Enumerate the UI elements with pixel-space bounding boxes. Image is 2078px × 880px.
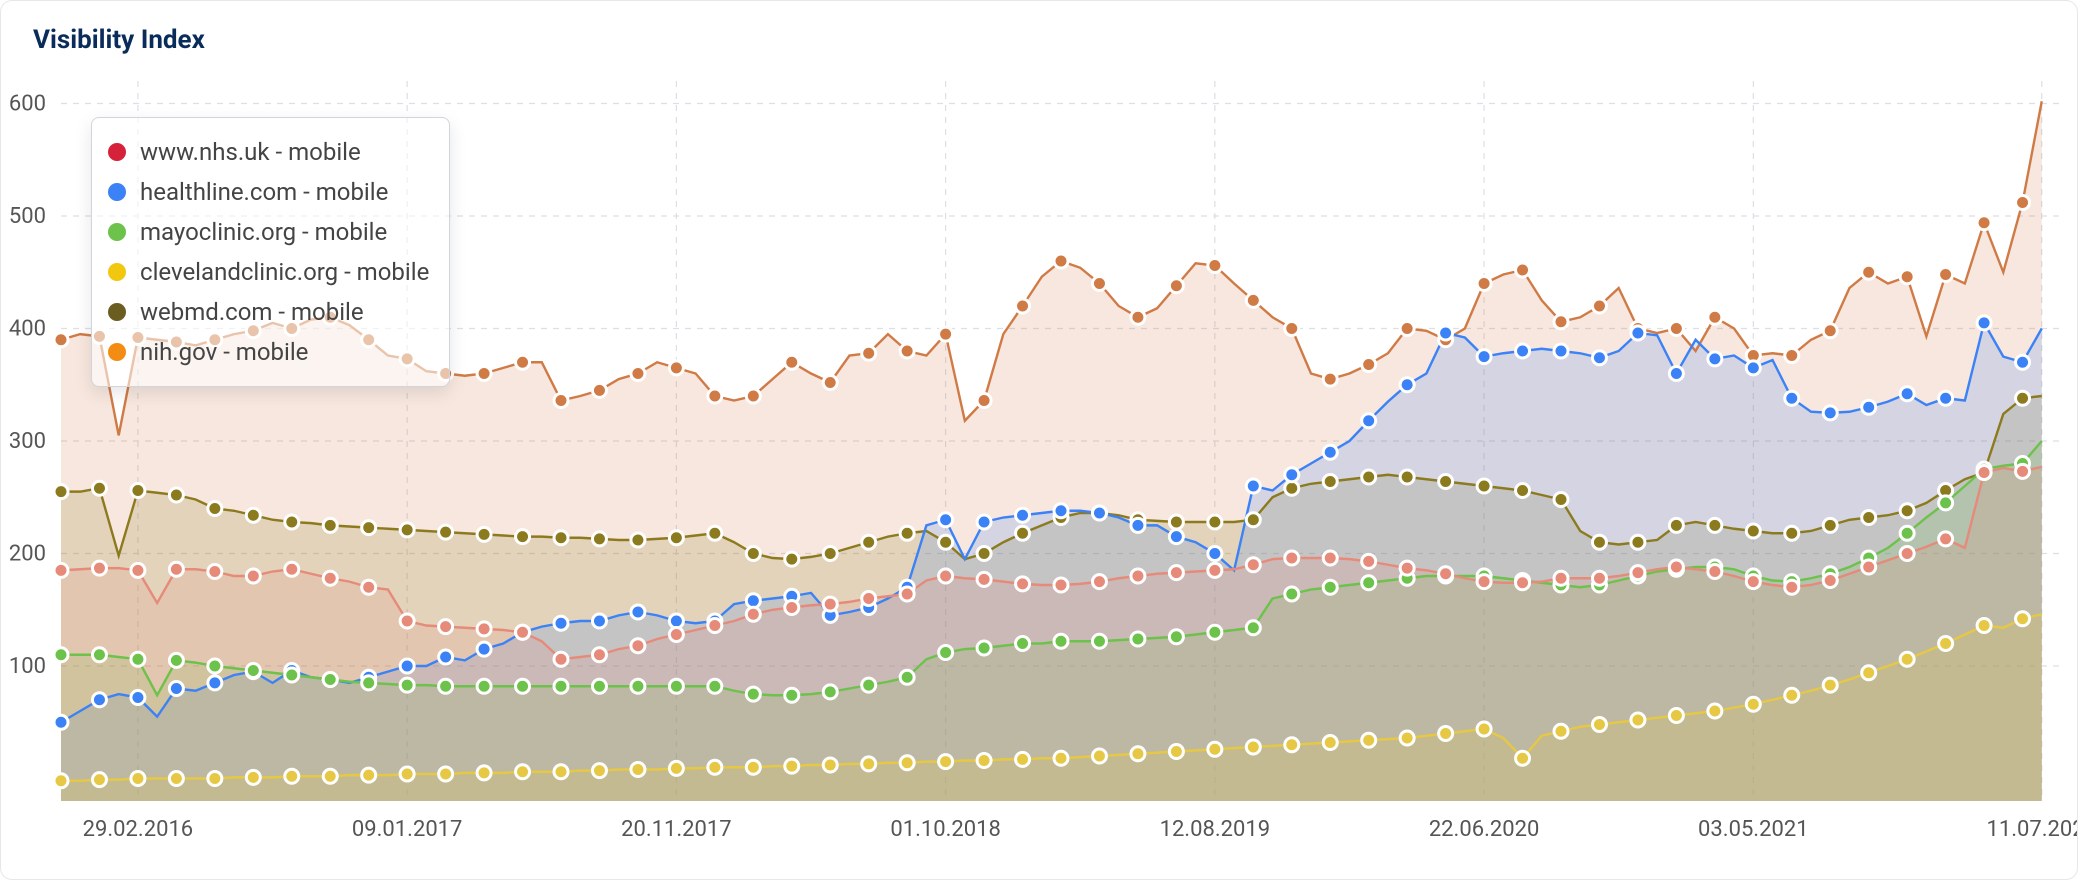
legend-swatch: [108, 223, 126, 241]
legend-swatch: [108, 183, 126, 201]
svg-text:300: 300: [9, 429, 46, 454]
svg-text:600: 600: [9, 92, 46, 117]
svg-text:400: 400: [9, 317, 46, 342]
svg-text:20.11.2017: 20.11.2017: [621, 817, 732, 842]
legend-swatch: [108, 263, 126, 281]
svg-text:01.10.2018: 01.10.2018: [890, 817, 1001, 842]
legend-item[interactable]: healthline.com - mobile: [108, 172, 429, 212]
legend-label: www.nhs.uk - mobile: [140, 138, 361, 166]
legend-label: mayoclinic.org - mobile: [140, 218, 387, 246]
svg-text:200: 200: [9, 542, 46, 567]
svg-text:100: 100: [9, 654, 46, 679]
svg-text:22.06.2020: 22.06.2020: [1429, 817, 1540, 842]
legend-label: webmd.com - mobile: [140, 298, 364, 326]
legend-item[interactable]: nih.gov - mobile: [108, 332, 429, 372]
visibility-chart: Visibility Index 10020030040050060029.02…: [0, 0, 2078, 880]
legend-swatch: [108, 303, 126, 321]
svg-text:29.02.2016: 29.02.2016: [83, 817, 194, 842]
svg-text:500: 500: [9, 204, 46, 229]
legend-swatch: [108, 143, 126, 161]
legend-item[interactable]: clevelandclinic.org - mobile: [108, 252, 429, 292]
svg-text:03.05.2021: 03.05.2021: [1698, 817, 1809, 842]
legend: www.nhs.uk - mobile healthline.com - mobi…: [91, 117, 450, 387]
legend-label: healthline.com - mobile: [140, 178, 388, 206]
legend-item[interactable]: www.nhs.uk - mobile: [108, 132, 429, 172]
svg-text:12.08.2019: 12.08.2019: [1160, 817, 1271, 842]
legend-item[interactable]: mayoclinic.org - mobile: [108, 212, 429, 252]
legend-label: nih.gov - mobile: [140, 338, 308, 366]
legend-item[interactable]: webmd.com - mobile: [108, 292, 429, 332]
legend-label: clevelandclinic.org - mobile: [140, 258, 429, 286]
legend-swatch: [108, 343, 126, 361]
svg-text:09.01.2017: 09.01.2017: [352, 817, 463, 842]
svg-text:11.07.2022: 11.07.2022: [1987, 817, 2078, 842]
